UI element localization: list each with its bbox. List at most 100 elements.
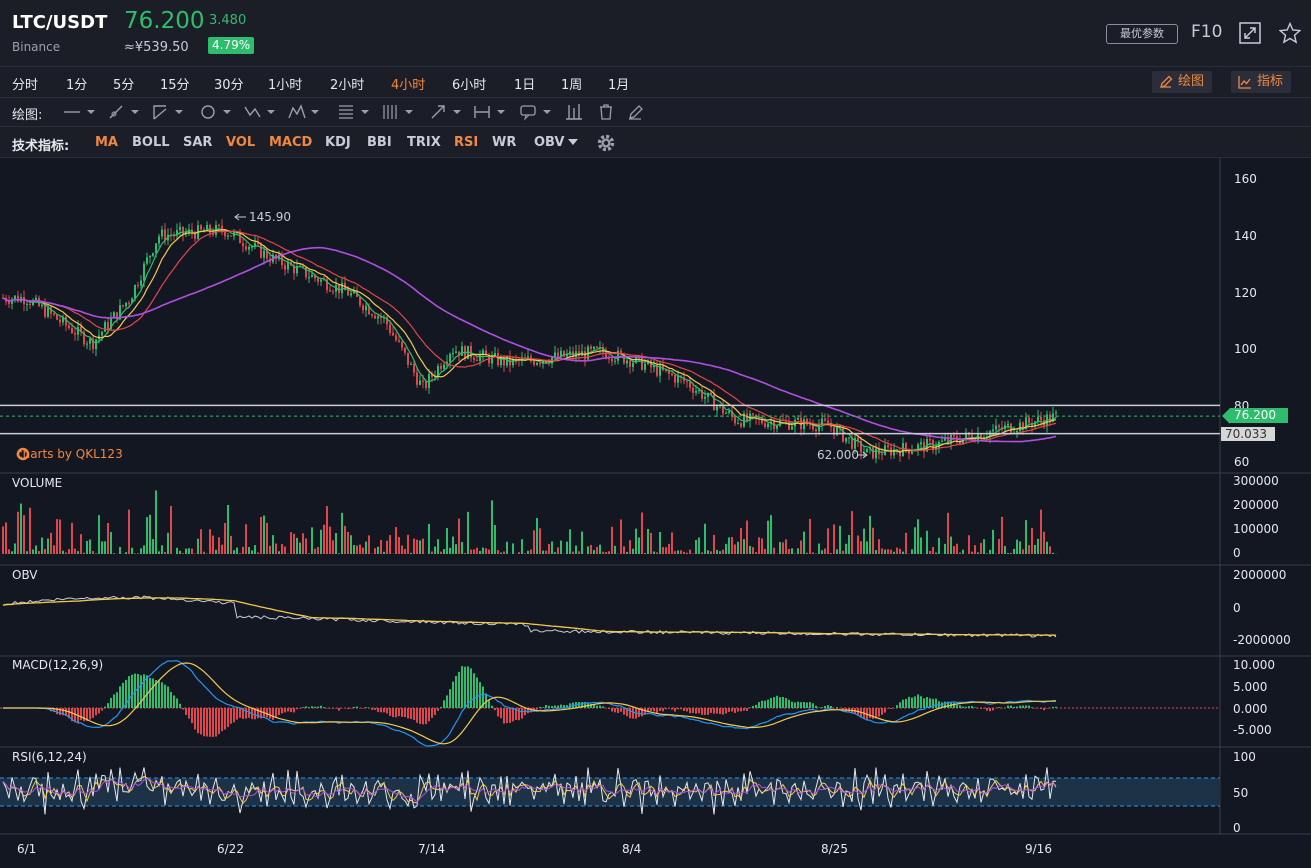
- candle-body: [371, 314, 373, 316]
- star-icon[interactable]: [1279, 22, 1301, 44]
- trend-angle-tool-icon[interactable]: [150, 102, 184, 122]
- obv-panel-label: OBV: [12, 568, 38, 582]
- tf-1d[interactable]: 1日: [514, 78, 536, 93]
- volume-bar: [932, 547, 934, 554]
- volume-bar: [950, 536, 952, 554]
- macd-hist-bar: [896, 705, 898, 708]
- ind-trix[interactable]: TRIX: [407, 135, 441, 150]
- candle-body: [683, 377, 685, 382]
- tf-fenshi[interactable]: 分时: [12, 78, 39, 93]
- candle-body: [959, 441, 961, 444]
- ind-ma[interactable]: MA: [95, 135, 118, 150]
- macd-hist-bar: [395, 708, 397, 718]
- candle-body: [455, 351, 457, 353]
- draw-button[interactable]: 绘图: [1152, 71, 1213, 93]
- circle-tool-icon[interactable]: [198, 102, 232, 122]
- price-tick: 160: [1234, 172, 1257, 186]
- volume-bar: [728, 537, 730, 554]
- ind-obv[interactable]: OBV: [534, 135, 565, 150]
- volume-bar: [920, 537, 922, 554]
- price-tick: 140: [1234, 229, 1257, 243]
- volume-bar: [335, 532, 337, 554]
- macd-hist-bar: [755, 704, 757, 708]
- volume-bar: [689, 549, 691, 554]
- volume-bar: [707, 550, 709, 554]
- volume-bar: [773, 547, 775, 554]
- volume-bar: [494, 525, 496, 554]
- volume-bar: [683, 551, 685, 554]
- macd-hist-bar: [818, 707, 820, 709]
- candle-body: [605, 352, 607, 359]
- ind-kdj[interactable]: KDJ: [325, 135, 351, 150]
- best-params-button[interactable]: 最优参数: [1106, 24, 1178, 44]
- macd-hist-bar: [185, 708, 187, 715]
- settings-gear-icon[interactable]: [596, 133, 616, 153]
- ind-sar[interactable]: SAR: [183, 135, 213, 150]
- tf-30m[interactable]: 30分: [214, 78, 244, 93]
- tf-1w[interactable]: 1周: [561, 78, 583, 93]
- measure-tool-icon[interactable]: [472, 102, 506, 122]
- macd-hist-bar: [923, 698, 925, 708]
- candle-body: [347, 290, 349, 296]
- tf-4h[interactable]: 4小时: [391, 78, 426, 93]
- zigzag-tool-icon[interactable]: [242, 102, 276, 122]
- macd-hist-bar: [242, 708, 244, 719]
- ind-wr[interactable]: WR: [492, 135, 517, 150]
- gann-tool-icon[interactable]: [380, 102, 414, 122]
- pattern-tool-icon[interactable]: [286, 102, 320, 122]
- chart-canvas[interactable]: [0, 158, 1311, 868]
- volume-bar: [56, 519, 58, 554]
- volume-bar: [704, 523, 706, 554]
- tf-1h[interactable]: 1小时: [268, 78, 303, 93]
- macd-hist-bar: [326, 708, 328, 709]
- volume-bar: [290, 532, 292, 554]
- macd-hist-bar: [701, 708, 703, 715]
- tf-15m[interactable]: 15分: [160, 78, 190, 93]
- macd-hist-bar: [974, 707, 976, 708]
- indicator-button[interactable]: 指标: [1231, 71, 1292, 93]
- candle-body: [995, 425, 997, 430]
- candle-body: [341, 282, 343, 294]
- ind-macd[interactable]: MACD: [269, 135, 313, 150]
- macd-hist-bar: [800, 702, 802, 708]
- macd-hist-bar: [491, 705, 493, 708]
- trash-icon[interactable]: [596, 102, 616, 122]
- fullscreen-icon[interactable]: [1239, 22, 1261, 44]
- f10-button[interactable]: F10: [1191, 22, 1223, 42]
- ind-rsi[interactable]: RSI: [454, 135, 479, 150]
- candle-body: [194, 233, 196, 239]
- horizontal-line-tool-icon[interactable]: [62, 102, 96, 122]
- macd-hist-bar: [797, 701, 799, 708]
- obv-dropdown-icon[interactable]: [568, 139, 578, 145]
- macd-hist-bar: [137, 673, 139, 708]
- chart-area[interactable]: 160 140 120 100 80 60 76.200 70.033 145.…: [0, 158, 1311, 868]
- candle-body: [692, 387, 694, 393]
- volume-bar: [293, 533, 295, 554]
- candle-tool-icon[interactable]: [564, 102, 584, 122]
- macd-hist-bar: [887, 708, 889, 709]
- ind-boll[interactable]: BOLL: [132, 135, 170, 150]
- tf-5m[interactable]: 5分: [113, 78, 135, 93]
- eraser-pen-icon[interactable]: [626, 102, 646, 122]
- tf-6h[interactable]: 6小时: [452, 78, 487, 93]
- fibonacci-tool-icon[interactable]: [336, 102, 370, 122]
- x-tick: 7/14: [418, 842, 445, 856]
- ind-bbi[interactable]: BBI: [367, 135, 392, 150]
- ind-vol[interactable]: VOL: [226, 135, 256, 150]
- volume-bar: [188, 548, 190, 554]
- comment-tool-icon[interactable]: [518, 102, 552, 122]
- candle-body: [137, 284, 139, 286]
- tf-1mo[interactable]: 1月: [608, 78, 630, 93]
- macd-hist-bar: [869, 708, 871, 719]
- tf-1m[interactable]: 1分: [66, 78, 88, 93]
- arrow-tool-icon[interactable]: [428, 102, 462, 122]
- tf-2h[interactable]: 2小时: [330, 78, 365, 93]
- volume-tick: 200000: [1233, 498, 1279, 512]
- ray-tool-icon[interactable]: [106, 102, 140, 122]
- candle-body: [506, 356, 508, 366]
- candle-body: [308, 277, 310, 279]
- candle-body: [602, 347, 604, 353]
- candle-body: [740, 423, 742, 427]
- candle-body: [395, 335, 397, 341]
- macd-hist-bar: [392, 708, 394, 718]
